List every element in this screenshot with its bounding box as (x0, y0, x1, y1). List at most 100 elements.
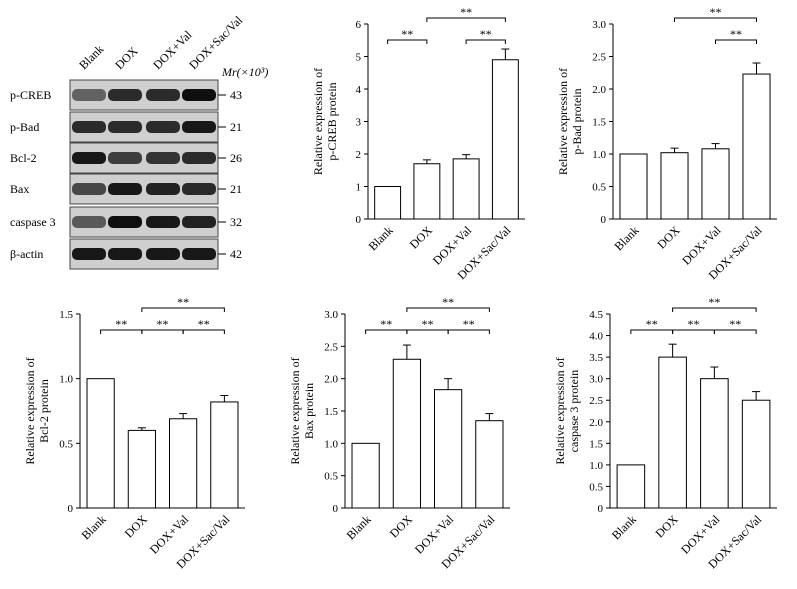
significance-label: ** (463, 317, 475, 331)
blot-band (108, 248, 142, 260)
bar (169, 418, 198, 509)
y-tick-label: 2.5 (589, 395, 603, 407)
y-axis-label: Relative expression of (23, 357, 37, 464)
mr-value: 21 (230, 182, 242, 196)
y-tick-label: 0.5 (59, 438, 73, 450)
y-axis-label: Bax protein (302, 383, 316, 439)
bar (658, 356, 687, 509)
bar (741, 399, 771, 509)
bar (351, 442, 380, 509)
y-tick-label: 4 (356, 84, 362, 96)
mr-value: 26 (230, 151, 242, 165)
significance-label: ** (688, 317, 700, 331)
blot-band (182, 216, 216, 228)
caspase3-chart: 0 0.5 1.0 1.5 2.0 2.5 3.0 3.5 4.0 4.5 Relative exp… (553, 295, 777, 571)
y-tick-label: 2.5 (592, 52, 606, 64)
y-tick-label: 4.5 (589, 309, 603, 321)
significance-label: ** (729, 317, 741, 331)
blot-band (108, 89, 142, 101)
y-axis-label: Bcl-2 protein (37, 379, 51, 443)
bar (475, 420, 504, 509)
x-tick-label: DOX (387, 512, 416, 541)
y-tick-label: 2.0 (324, 374, 338, 386)
y-tick-label: 0.5 (592, 182, 606, 194)
y-axis-label: Relative expression of (556, 68, 570, 175)
bcl2-chart-panel: 0 0.5 1.0 1.5 Relative expression of Bcl-2 pr… (0, 290, 265, 584)
y-axis-label: Relative expression of (311, 68, 325, 175)
protein-label: caspase 3 (10, 215, 56, 229)
y-tick-label: 4.0 (589, 331, 603, 343)
y-axis-label: p-Bad protein (570, 88, 584, 154)
lane-label: DOX (112, 44, 141, 73)
blot-band (146, 216, 180, 228)
blot-band (72, 216, 106, 228)
bar (619, 153, 648, 220)
mr-label: Mr(×10³) (221, 65, 268, 79)
bar (434, 389, 463, 509)
bar (374, 186, 402, 220)
p-creb-chart: 0 1 2 3 4 5 6 Relative expression of p-CREB prot… (311, 5, 525, 282)
significance-bracket (465, 39, 506, 44)
significance-label: ** (401, 27, 413, 41)
mr-value: 42 (230, 247, 242, 261)
significance-label: ** (646, 317, 658, 331)
significance-label: ** (115, 317, 127, 331)
y-tick-label: 0.5 (589, 481, 603, 493)
significance-label: ** (460, 5, 472, 19)
mr-value: 32 (230, 215, 242, 229)
significance-bracket (674, 17, 757, 22)
y-tick-label: 1.5 (592, 117, 606, 129)
western-blot-svg: Blank DOX DOX+ValDOX+Sac/ValMr(×10³)p-CREB… (10, 13, 268, 270)
significance-bracket (715, 39, 757, 44)
blot-band (182, 89, 216, 101)
y-tick-label: 2.0 (592, 84, 606, 96)
significance-label: ** (198, 317, 210, 331)
y-tick-label: 1.0 (59, 374, 73, 386)
protein-label: p-Bad (10, 120, 39, 134)
protein-label: Bcl-2 (10, 151, 37, 165)
x-tick-label: DOX (407, 223, 436, 252)
x-tick-label: DOX (654, 223, 683, 252)
bcl2-chart: 0 0.5 1.0 1.5 Relative expression of Bcl-2 pr… (23, 295, 245, 571)
bar (86, 378, 115, 509)
significance-bracket (387, 39, 428, 44)
caspase3-chart-panel: 0 0.5 1.0 1.5 2.0 2.5 3.0 3.5 4.0 4.5 Relative exp… (530, 290, 797, 584)
protein-label: Bax (10, 182, 29, 196)
lane-label: DOX+Sac/Val (186, 13, 245, 72)
significance-bracket (406, 307, 490, 312)
significance-bracket (447, 329, 490, 334)
p-creb-chart-panel: 0 1 2 3 4 5 6 Relative expression of p-CREB prot… (300, 0, 545, 290)
significance-label: ** (708, 295, 720, 309)
y-tick-label: 0 (598, 503, 604, 515)
significance-label: ** (422, 317, 434, 331)
blot-band (146, 152, 180, 164)
bax-chart-panel: 0 0.5 1.0 1.5 2.0 2.5 3.0 Relative expression o… (265, 290, 530, 584)
blot-band (182, 183, 216, 195)
bax-chart: 0 0.5 1.0 1.5 2.0 2.5 3.0 Relative expression o… (288, 295, 510, 571)
blot-band (108, 216, 142, 228)
significance-bracket (141, 307, 225, 312)
protein-label: β-actin (10, 247, 43, 261)
blot-band (108, 121, 142, 133)
significance-label: ** (480, 27, 492, 41)
y-tick-label: 5 (356, 52, 362, 64)
y-tick-label: 1 (356, 182, 362, 194)
blot-band (108, 183, 142, 195)
bar (413, 163, 441, 220)
y-tick-label: 3.0 (324, 309, 338, 321)
y-axis-label: Relative expression of (288, 357, 302, 464)
significance-bracket (426, 17, 506, 22)
y-tick-label: 2.0 (589, 417, 603, 429)
blot-band (182, 121, 216, 133)
mr-value: 21 (230, 120, 242, 134)
blot-band (146, 183, 180, 195)
lane-label: Blank (76, 42, 106, 72)
western-blot-panel: Blank DOX DOX+Val DOX+Sac/Val Mr(×10³) p-CREB… (0, 0, 300, 280)
y-tick-label: 0 (601, 214, 607, 226)
mr-value: 43 (230, 88, 242, 102)
significance-bracket (182, 329, 225, 334)
x-tick-label: Blank (344, 512, 374, 542)
significance-label: ** (157, 317, 169, 331)
protein-label: p-CREB (10, 88, 51, 102)
y-tick-label: 1.0 (589, 460, 603, 472)
